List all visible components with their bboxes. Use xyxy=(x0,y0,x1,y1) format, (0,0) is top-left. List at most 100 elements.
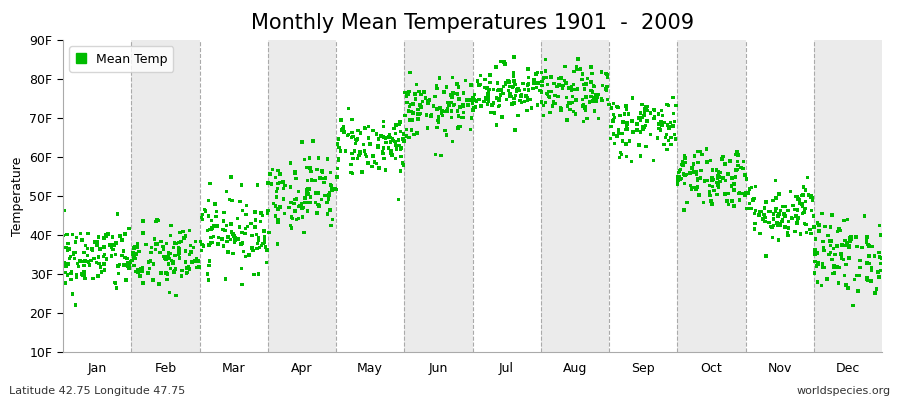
Point xyxy=(668,136,682,142)
Point xyxy=(528,71,543,77)
Point xyxy=(188,238,202,245)
Point xyxy=(325,187,339,193)
Point xyxy=(646,115,661,122)
Point xyxy=(58,269,73,276)
Point xyxy=(815,260,830,267)
Point xyxy=(775,218,789,225)
Point xyxy=(535,82,549,89)
Point xyxy=(675,158,689,165)
Point xyxy=(759,252,773,259)
Point xyxy=(865,243,879,250)
Point xyxy=(64,276,78,283)
Point xyxy=(712,169,726,175)
Point xyxy=(494,87,508,93)
Point xyxy=(822,252,836,258)
Point xyxy=(178,248,193,254)
Point xyxy=(711,180,725,186)
Point xyxy=(613,149,627,156)
Point xyxy=(217,210,231,216)
Point xyxy=(769,195,783,201)
Point xyxy=(331,156,346,162)
Bar xyxy=(814,40,882,352)
Point xyxy=(663,119,678,126)
Point xyxy=(743,206,758,212)
Point xyxy=(361,135,375,141)
Point xyxy=(607,118,621,125)
Point xyxy=(64,269,78,275)
Point xyxy=(337,129,351,135)
Point xyxy=(87,256,102,262)
Point xyxy=(511,86,526,92)
Point xyxy=(169,240,184,246)
Point xyxy=(139,241,153,248)
Point xyxy=(838,242,852,249)
Point xyxy=(165,258,179,264)
Point xyxy=(860,240,874,246)
Point xyxy=(712,174,726,180)
Point xyxy=(653,127,668,133)
Point xyxy=(252,244,266,250)
Point xyxy=(600,96,615,103)
Point xyxy=(822,238,836,244)
Point xyxy=(874,255,888,261)
Point xyxy=(872,274,886,280)
Point xyxy=(503,91,517,97)
Point xyxy=(550,83,564,90)
Point xyxy=(758,218,772,224)
Point xyxy=(613,130,627,137)
Point xyxy=(251,237,266,243)
Point xyxy=(130,269,145,275)
Point xyxy=(337,127,351,134)
Point xyxy=(731,152,745,158)
Point xyxy=(326,185,340,192)
Point xyxy=(736,165,751,172)
Point xyxy=(518,98,532,104)
Point xyxy=(640,118,654,124)
Point xyxy=(757,211,771,218)
Point xyxy=(420,98,435,104)
Point xyxy=(176,228,190,235)
Point xyxy=(401,107,416,114)
Point xyxy=(492,97,507,104)
Point xyxy=(409,96,423,102)
Point xyxy=(204,224,219,231)
Point xyxy=(464,115,479,121)
Point xyxy=(76,262,91,268)
Point xyxy=(270,185,284,192)
Point xyxy=(536,102,551,108)
Point xyxy=(183,266,197,272)
Point xyxy=(473,72,488,79)
Point xyxy=(622,138,636,144)
Point xyxy=(452,113,466,119)
Point xyxy=(393,146,408,152)
Point xyxy=(254,210,268,216)
Point xyxy=(491,104,506,110)
Point xyxy=(655,122,670,129)
Point xyxy=(322,192,337,199)
Point xyxy=(454,114,469,120)
Point xyxy=(586,98,600,104)
Point xyxy=(788,213,803,219)
Point xyxy=(873,232,887,238)
Point xyxy=(376,134,391,140)
Point xyxy=(666,110,680,117)
Point xyxy=(540,81,554,88)
Point xyxy=(808,251,823,257)
Point xyxy=(180,270,194,276)
Point xyxy=(497,58,511,65)
Point xyxy=(202,180,217,187)
Point xyxy=(69,234,84,241)
Point xyxy=(850,272,864,279)
Point xyxy=(56,232,70,239)
Point xyxy=(324,183,338,189)
Point xyxy=(151,218,166,224)
Point xyxy=(579,104,593,110)
Point xyxy=(245,232,259,239)
Point xyxy=(713,169,727,176)
Point xyxy=(684,186,698,192)
Point xyxy=(334,117,348,123)
Point xyxy=(239,202,254,209)
Point xyxy=(400,100,414,106)
Point xyxy=(201,197,215,204)
Point xyxy=(168,252,183,259)
